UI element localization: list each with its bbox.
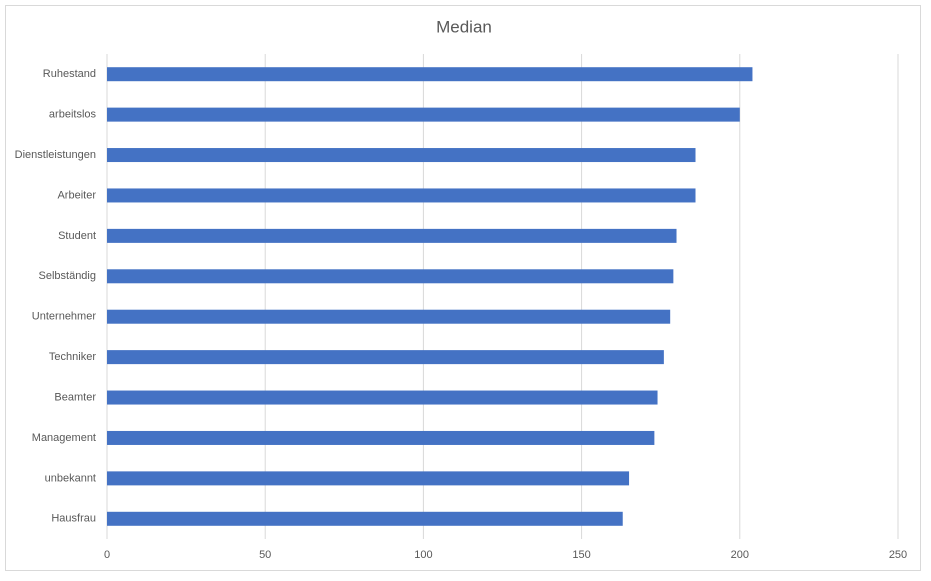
- y-tick-label: Hausfrau: [51, 513, 96, 525]
- x-tick-label: 250: [889, 549, 907, 561]
- y-tick-label: Ruhestand: [43, 68, 96, 80]
- bar: [107, 430, 655, 445]
- chart-frame: [5, 5, 921, 571]
- bar: [107, 107, 740, 122]
- x-tick-label: 200: [731, 549, 749, 561]
- bar: [107, 390, 658, 405]
- bar: [107, 511, 623, 526]
- y-tick-label: Student: [58, 230, 96, 242]
- bar: [107, 269, 674, 284]
- x-tick-label: 100: [414, 549, 432, 561]
- y-tick-label: Beamter: [54, 391, 96, 403]
- bar: [107, 350, 664, 365]
- y-tick-label: Arbeiter: [57, 189, 96, 201]
- y-tick-label: unbekannt: [45, 472, 96, 484]
- chart-title: Median: [436, 17, 492, 36]
- y-tick-label: Selbständig: [39, 270, 97, 282]
- bar: [107, 188, 696, 203]
- y-tick-label: Unternehmer: [32, 311, 97, 323]
- bar: [107, 228, 677, 243]
- bar: [107, 309, 671, 324]
- y-tick-label: Management: [32, 432, 96, 444]
- bar: [107, 471, 630, 486]
- y-tick-label: Techniker: [49, 351, 96, 363]
- y-tick-label: Dienstleistungen: [15, 149, 96, 161]
- x-tick-label: 50: [259, 549, 271, 561]
- y-tick-label: arbeitslos: [49, 109, 97, 121]
- bar: [107, 67, 753, 82]
- x-tick-label: 150: [572, 549, 590, 561]
- x-tick-label: 0: [104, 549, 110, 561]
- bar: [107, 148, 696, 163]
